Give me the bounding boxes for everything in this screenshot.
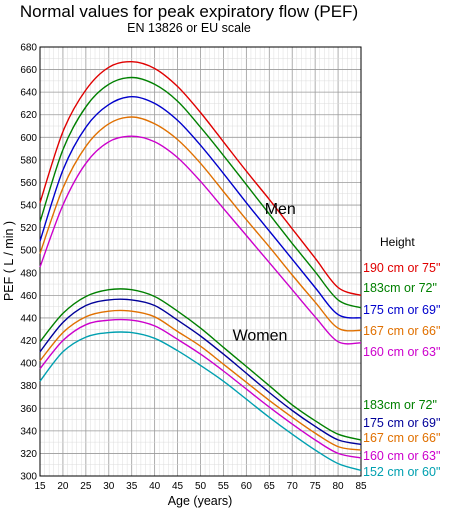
group-labels: Men Women [233, 201, 296, 344]
tick-labels: 300 320 340 360 380 400 420 440 460 480 500 520 540 5… [20, 43, 367, 493]
x-tick-label: 55 [218, 481, 230, 492]
legend-entry-men: 190 cm or 75" [363, 261, 440, 275]
x-tick-label: 30 [103, 481, 115, 492]
legend-entry-women: 160 cm or 63" [363, 449, 440, 463]
group-label-women: Women [233, 328, 288, 345]
x-tick-label: 60 [241, 481, 253, 492]
series-lines [39, 60, 362, 472]
y-tick-label: 480 [20, 268, 37, 279]
series-line-men-1 [39, 76, 362, 309]
y-tick-label: 300 [20, 472, 37, 483]
series-line-women-9 [39, 331, 362, 472]
y-tick-label: 620 [20, 110, 37, 121]
x-tick-label: 40 [149, 481, 161, 492]
y-tick-label: 540 [20, 201, 37, 212]
group-label-men: Men [265, 201, 296, 218]
legend-title: Height [380, 235, 415, 249]
x-tick-label: 80 [333, 481, 345, 492]
y-tick-label: 680 [20, 43, 37, 54]
y-tick-label: 640 [20, 88, 37, 99]
legend-entry-men: 183cm or 72" [363, 281, 437, 295]
legend-entry-women: 152 cm or 60" [363, 465, 440, 479]
y-tick-label: 560 [20, 178, 37, 189]
y-tick-label: 460 [20, 291, 37, 302]
legend-entry-men: 167 cm or 66" [363, 324, 440, 338]
legend-entry-men: 175 cm or 69" [363, 303, 440, 317]
y-tick-label: 320 [20, 449, 37, 460]
chart-subtitle: EN 13826 or EU scale [127, 21, 251, 35]
legend-entry-men: 160 cm or 63" [363, 345, 440, 359]
legend-entry-women: 183cm or 72" [363, 398, 437, 412]
y-tick-label: 520 [20, 223, 37, 234]
legend: 190 cm or 75"183cm or 72"175 cm or 69"16… [363, 261, 440, 479]
plot-frame [39, 46, 362, 477]
series-line-women-5 [39, 288, 362, 441]
legend-entry-women: 167 cm or 66" [363, 431, 440, 445]
x-axis-label: Age (years) [168, 494, 233, 508]
y-tick-label: 380 [20, 381, 37, 392]
y-tick-label: 360 [20, 404, 37, 415]
series-line-men-3 [39, 116, 362, 332]
y-tick-label: 400 [20, 359, 37, 370]
x-tick-label: 70 [287, 481, 299, 492]
y-tick-label: 660 [20, 65, 37, 76]
y-tick-label: 340 [20, 426, 37, 437]
legend-entry-women: 175 cm or 69" [363, 416, 440, 430]
y-tick-label: 580 [20, 155, 37, 166]
chart-title: Normal values for peak expiratory flow (… [20, 2, 358, 21]
x-tick-label: 85 [355, 481, 367, 492]
series-line-men-0 [39, 60, 362, 297]
x-tick-label: 45 [172, 481, 184, 492]
x-tick-label: 75 [310, 481, 322, 492]
y-tick-label: 600 [20, 133, 37, 144]
x-tick-label: 50 [195, 481, 207, 492]
x-tick-label: 20 [57, 481, 69, 492]
grid [39, 46, 362, 477]
y-tick-label: 420 [20, 336, 37, 347]
x-tick-label: 65 [264, 481, 276, 492]
y-axis-label: PEF ( L / min ) [2, 221, 16, 301]
series-line-women-6 [39, 298, 362, 446]
series-line-women-8 [39, 318, 362, 459]
series-line-men-4 [39, 135, 362, 345]
series-line-men-2 [39, 95, 362, 319]
y-tick-label: 500 [20, 246, 37, 257]
x-tick-label: 15 [34, 481, 46, 492]
x-tick-label: 35 [126, 481, 138, 492]
series-line-women-7 [39, 309, 362, 451]
x-tick-label: 25 [80, 481, 92, 492]
y-tick-label: 440 [20, 313, 37, 324]
